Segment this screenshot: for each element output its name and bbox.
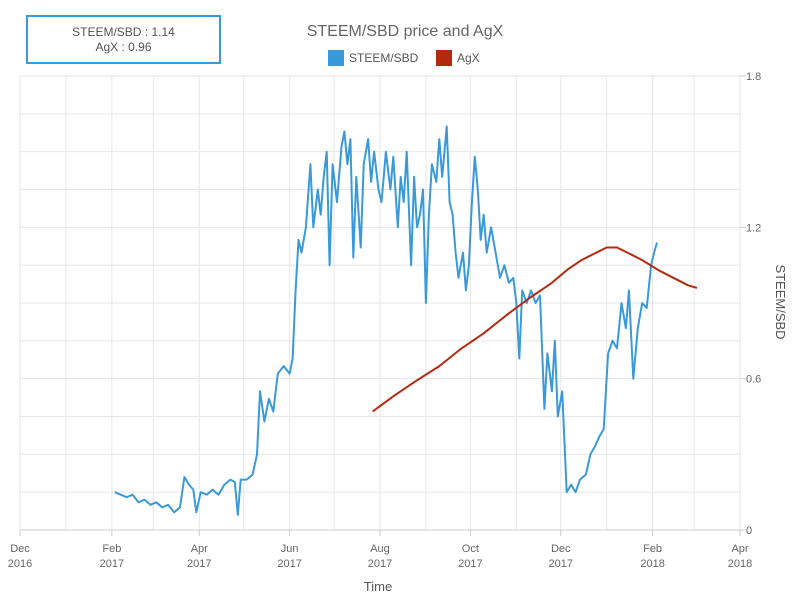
y-tick-label: 1.2 xyxy=(746,222,761,234)
series-layer xyxy=(114,125,698,516)
series-line-agx[interactable] xyxy=(372,246,698,413)
legend-label-steem-sbd: STEEM/SBD xyxy=(349,51,419,65)
tooltip-separator: : xyxy=(141,24,152,39)
tooltip-label-steem-sbd: STEEM/SBD xyxy=(72,24,142,39)
tooltip-separator: : xyxy=(118,39,129,54)
y-tick-label: 0.6 xyxy=(746,374,761,386)
x-tick-label: Apr 2017 xyxy=(187,543,211,570)
x-tick-label: Jun 2017 xyxy=(277,543,301,570)
tooltip-value-steem-sbd: 1.14 xyxy=(151,24,175,39)
x-tick-label: Dec 2017 xyxy=(548,543,572,570)
series-line-steem-sbd[interactable] xyxy=(114,125,658,516)
y-tick-label: 0 xyxy=(746,525,752,537)
x-axis-ticks: Dec 2016 Feb 2017 Apr 2017 Jun 2017 Aug 2017 Oct 20… xyxy=(8,530,752,570)
legend-swatch-steem-sbd xyxy=(328,50,344,66)
legend-item-steem-sbd[interactable]: STEEM/SBD xyxy=(328,50,419,66)
y-axis-ticks: 0 0.6 1.2 1.8 xyxy=(740,71,761,537)
y-tick-label: 1.8 xyxy=(746,71,761,83)
tooltip-value-agx: 0.96 xyxy=(128,39,152,54)
grid xyxy=(19,75,741,531)
x-tick-label: Dec 2016 xyxy=(8,543,32,570)
x-axis-title: Time xyxy=(364,579,392,594)
chart-title: STEEM/SBD price and AgX xyxy=(307,23,504,40)
legend-swatch-agx xyxy=(436,50,452,66)
x-tick-label: Oct 2017 xyxy=(458,543,482,570)
tooltip-row-agx: AgX : 0.96 xyxy=(95,40,151,55)
tooltip-label-agx: AgX xyxy=(95,39,119,54)
x-tick-label: Apr 2018 xyxy=(728,543,752,570)
x-tick-label: Feb 2017 xyxy=(100,543,124,570)
x-tick-label: Feb 2018 xyxy=(640,543,664,570)
tooltip: STEEM/SBD : 1.14 AgX : 0.96 xyxy=(26,15,221,64)
legend-item-agx[interactable]: AgX xyxy=(436,50,480,66)
legend-label-agx: AgX xyxy=(457,51,480,65)
y-axis-title: STEEM/SBD xyxy=(773,264,788,339)
x-tick-label: Aug 2017 xyxy=(368,543,392,570)
legend: STEEM/SBD AgX xyxy=(328,50,480,66)
tooltip-row-steem-sbd: STEEM/SBD : 1.14 xyxy=(72,25,175,40)
